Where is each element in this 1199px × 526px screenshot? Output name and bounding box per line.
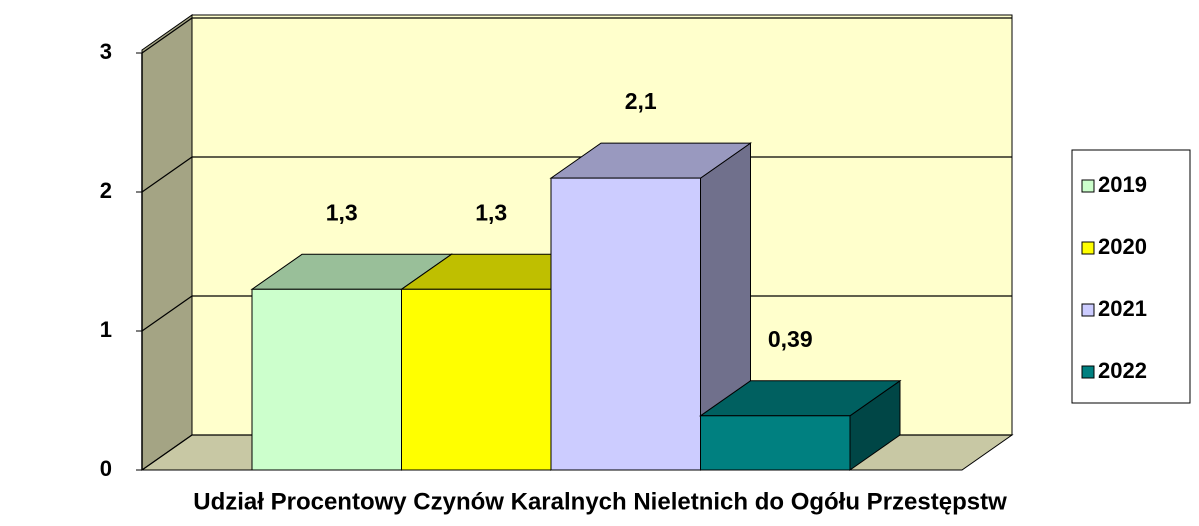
legend-label: 2019 [1098,172,1147,197]
bar [700,415,851,471]
bar [251,288,402,471]
legend-label: 2021 [1098,296,1147,321]
y-tick-label: 2 [100,178,112,203]
bar [550,177,701,471]
value-label: 1,3 [326,199,358,225]
legend-swatch [1081,179,1095,193]
legend-box [1071,149,1191,404]
legend-label: 2020 [1098,234,1147,259]
legend-swatch [1081,365,1095,379]
value-label: 2,1 [625,88,657,114]
y-tick-label: 1 [100,317,112,342]
grid-line [141,17,1012,54]
legend-label: 2022 [1098,358,1147,383]
left-wall [141,14,193,471]
legend-swatch [1081,241,1095,255]
y-tick-label: 3 [100,39,112,64]
bar [401,288,552,471]
value-label: 1,3 [475,199,507,225]
chart-title: Udział Procentowy Czynów Karalnych Niele… [193,488,1007,515]
y-tick-label: 0 [100,456,112,481]
value-label: 0,39 [768,326,813,352]
legend-swatch [1081,303,1095,317]
